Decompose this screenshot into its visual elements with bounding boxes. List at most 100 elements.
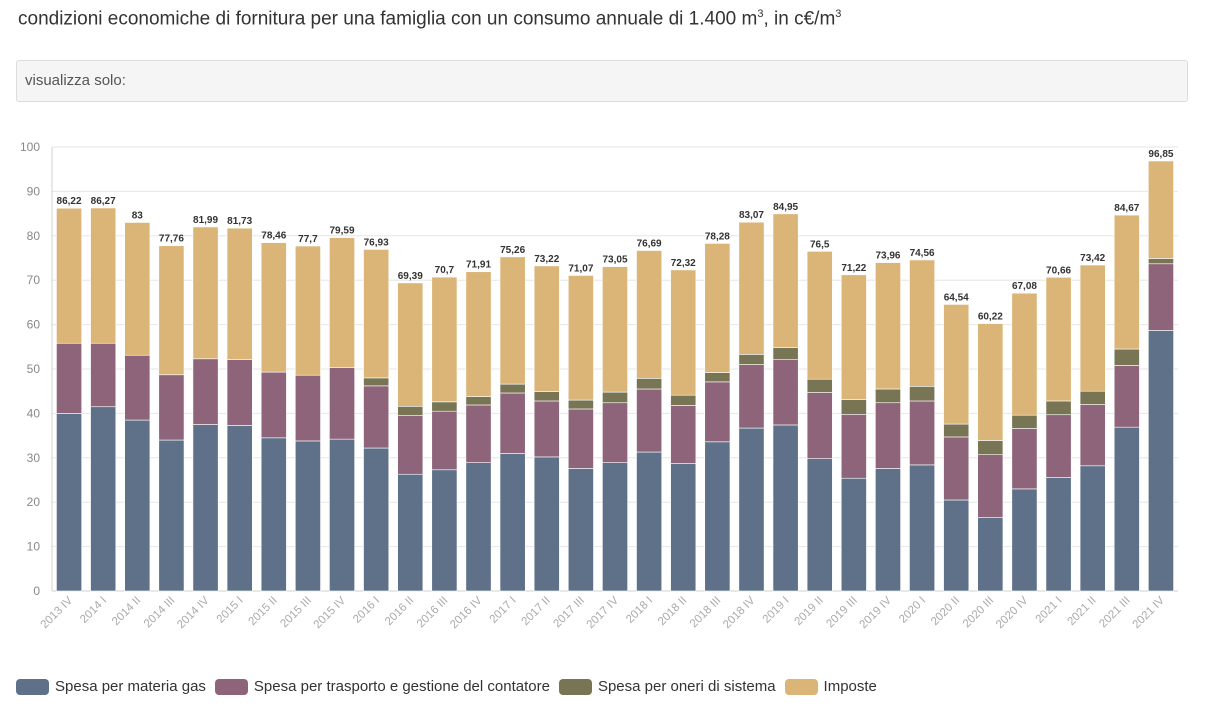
y-tick-label: 50 <box>27 362 41 376</box>
bar-segment-oneri <box>806 378 833 393</box>
bar-segment-materia <box>806 458 833 592</box>
bar-total-label: 77,7 <box>298 234 318 245</box>
bar-segment-trasporto <box>670 405 697 464</box>
x-tick-label: 2018 II <box>656 595 689 628</box>
bar-total-label: 73,05 <box>602 255 627 266</box>
bar-segment-oneri <box>943 423 970 438</box>
bar-segment-imposte <box>772 213 799 348</box>
title-superscript-1: 3 <box>757 8 764 20</box>
x-tick-label: 2019 IV <box>858 594 895 631</box>
bar-segment-imposte <box>806 251 833 380</box>
bar-total-label: 76,5 <box>810 239 830 250</box>
bar-segment-oneri <box>738 354 765 365</box>
legend-item-trasporto[interactable]: Spesa per trasporto e gestione del conta… <box>214 678 550 695</box>
bar-total-label: 71,07 <box>568 263 593 274</box>
bar-segment-imposte <box>465 271 492 397</box>
bar-segment-materia <box>499 453 526 592</box>
title-unit: , in c€/m <box>763 8 836 30</box>
bar-segment-trasporto <box>1045 414 1072 478</box>
filter-panel[interactable]: visualizza solo: <box>16 60 1188 102</box>
bar-segment-materia <box>567 468 594 592</box>
bar-total-label: 71,22 <box>841 263 866 274</box>
legend-label-trasporto: Spesa per trasporto e gestione del conta… <box>253 678 550 695</box>
filter-label: visualizza solo: <box>25 72 126 89</box>
bar-segment-oneri <box>602 391 628 404</box>
bar-segment-oneri <box>704 372 731 383</box>
bar-segment-materia <box>738 427 765 592</box>
bar-segment-imposte <box>1045 276 1072 402</box>
x-tick-label: 2016 III <box>415 595 451 631</box>
x-tick-label: 2020 II <box>929 595 962 628</box>
bar-total-label: 81,99 <box>193 215 218 226</box>
legend-item-materia[interactable]: Spesa per materia gas <box>16 678 206 695</box>
x-tick-label: 2017 II <box>520 595 553 628</box>
bar-segment-trasporto <box>636 388 663 453</box>
x-tick-label: 2020 III <box>961 595 997 631</box>
bar-segment-trasporto <box>533 400 560 458</box>
y-tick-label: 60 <box>27 318 41 332</box>
bar-segment-oneri <box>465 396 492 406</box>
bar-segment-materia <box>704 441 731 592</box>
bar-segment-oneri <box>533 391 560 402</box>
bar-segment-trasporto <box>192 358 219 425</box>
bar-segment-imposte <box>397 282 424 407</box>
bar-segment-materia <box>465 462 492 592</box>
bar-segment-oneri <box>567 399 594 410</box>
bar-total-label: 86,27 <box>91 196 116 207</box>
bar-segment-materia <box>397 473 424 592</box>
bar-segment-materia <box>363 447 390 592</box>
x-tick-label: 2015 I <box>215 595 246 626</box>
bar-total-label: 76,93 <box>364 237 389 248</box>
legend-item-imposte[interactable]: Imposte <box>784 678 877 695</box>
title-superscript-2: 3 <box>835 8 842 20</box>
bar-segment-oneri <box>840 399 867 415</box>
bar-total-label: 74,56 <box>910 248 935 259</box>
bar-segment-materia <box>670 463 697 592</box>
x-tick-label: 2014 III <box>142 595 178 631</box>
bar-segment-oneri <box>1079 390 1106 405</box>
bar-segment-imposte <box>260 242 287 373</box>
bar-segment-imposte <box>56 207 82 344</box>
bar-total-label: 73,42 <box>1080 253 1105 264</box>
y-tick-label: 100 <box>20 140 40 154</box>
bar-segment-materia <box>1045 477 1072 592</box>
bar-total-label: 77,76 <box>159 234 184 245</box>
bar-segment-imposte <box>90 207 117 344</box>
title-text: condizioni economiche di fornitura per u… <box>18 8 758 30</box>
bar-segment-imposte <box>431 276 458 403</box>
bar-segment-imposte <box>329 237 355 368</box>
y-tick-label: 30 <box>27 451 41 465</box>
x-tick-label: 2017 III <box>551 595 587 631</box>
bar-segment-imposte <box>1079 264 1106 392</box>
bar-segment-trasporto <box>397 415 424 475</box>
bar-total-label: 70,66 <box>1046 265 1071 276</box>
legend-item-oneri[interactable]: Spesa per oneri di sistema <box>558 678 776 695</box>
bar-segment-imposte <box>158 245 185 376</box>
legend-swatch-imposte <box>784 678 818 695</box>
x-tick-label: 2017 IV <box>585 594 622 631</box>
bar-segment-imposte <box>636 250 663 379</box>
x-tick-label: 2021 I <box>1034 595 1065 626</box>
bar-segment-oneri <box>636 378 663 390</box>
chart-legend: Spesa per materia gas Spesa per trasport… <box>16 678 886 695</box>
x-tick-label: 2019 III <box>824 595 860 631</box>
bar-total-label: 73,22 <box>534 254 559 265</box>
bar-segment-oneri <box>397 405 424 416</box>
y-tick-label: 10 <box>27 540 41 554</box>
y-tick-label: 40 <box>27 406 41 420</box>
legend-swatch-oneri <box>558 678 592 695</box>
bar-segment-trasporto <box>567 408 594 469</box>
bar-total-label: 72,32 <box>671 258 696 269</box>
bar-segment-trasporto <box>909 400 936 466</box>
x-tick-label: 2014 I <box>78 595 109 626</box>
x-tick-label: 2015 II <box>247 595 280 628</box>
bar-segment-imposte <box>1011 292 1038 416</box>
x-tick-label: 2020 I <box>897 595 928 626</box>
bar-segment-oneri <box>875 388 901 404</box>
bar-segment-materia <box>294 440 321 592</box>
bar-total-label: 84,95 <box>773 202 798 213</box>
legend-label-imposte: Imposte <box>823 678 877 695</box>
x-tick-label: 2015 III <box>278 595 314 631</box>
bar-segment-materia <box>636 451 663 592</box>
bar-segment-oneri <box>1148 258 1174 265</box>
